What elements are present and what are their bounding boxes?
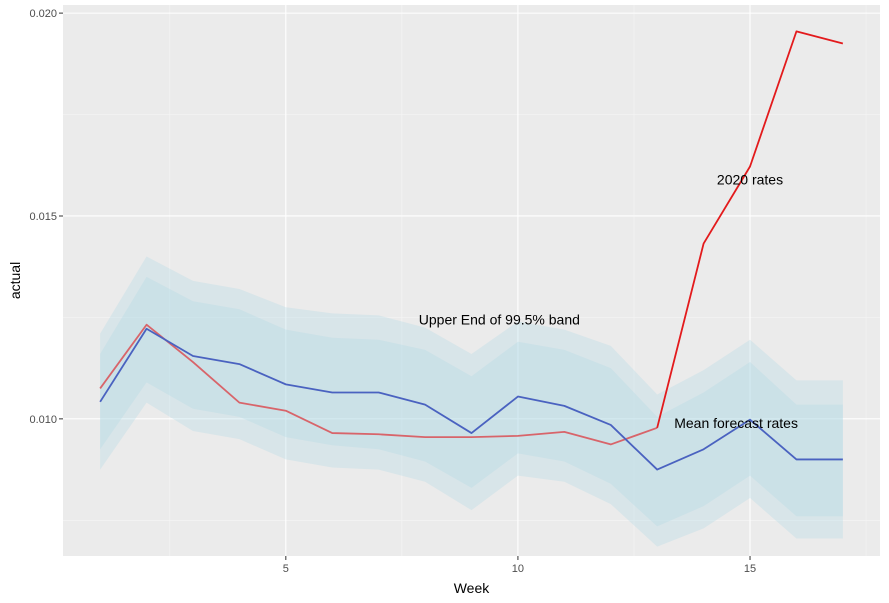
series-line-segment	[99, 323, 658, 446]
annotation-label: 2020 rates	[717, 171, 783, 187]
forecast-bands	[100, 256, 843, 547]
series-line	[99, 327, 843, 471]
annotation-label: Mean forecast rates	[674, 415, 798, 431]
x-tick-label: 10	[512, 563, 524, 575]
series-lines	[99, 30, 844, 471]
y-tick-label: 0.015	[29, 211, 57, 223]
plot-panel	[63, 5, 880, 556]
annotations: 2020 rates Upper End of 99.5% band Mean fo…	[419, 171, 798, 430]
major-gridlines	[63, 5, 880, 556]
axis-ticks: 5 10 15 0.010 0.015 0.020	[29, 8, 756, 575]
series-line-segment	[656, 30, 844, 429]
band-ribbon	[100, 256, 843, 547]
y-tick-label: 0.020	[29, 8, 57, 20]
minor-gridlines	[63, 5, 880, 556]
x-tick-label: 15	[744, 563, 756, 575]
x-axis-title: Week	[454, 580, 491, 596]
band-ribbon	[100, 276, 843, 527]
y-axis-title: actual	[7, 262, 23, 299]
annotation-label: Upper End of 99.5% band	[419, 311, 580, 327]
x-tick-label: 5	[283, 563, 289, 575]
y-tick-label: 0.010	[29, 414, 57, 426]
